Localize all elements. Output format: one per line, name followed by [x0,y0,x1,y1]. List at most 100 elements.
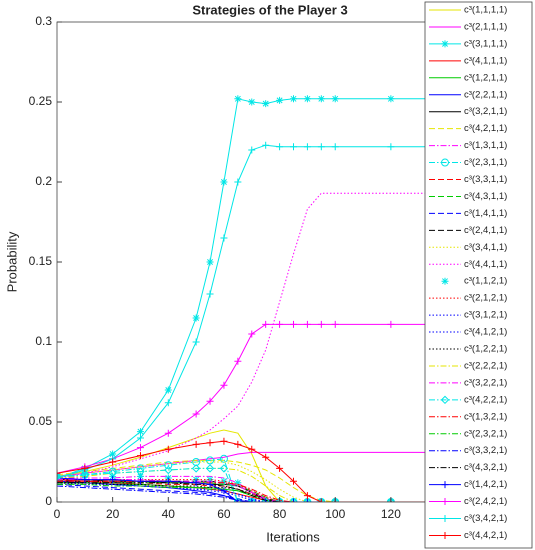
series-line [57,479,530,502]
marker [164,399,172,407]
marker [57,469,61,477]
marker [220,437,228,445]
marker [206,258,214,266]
marker [191,464,201,473]
marker [276,464,284,472]
legend-label: c³(2,1,2,1) [464,293,507,304]
marker [262,141,270,149]
marker [386,497,396,502]
legend-label: c³(4,3,1,1) [464,191,507,202]
marker [164,465,173,475]
legend-label: c³(1,2,2,1) [464,344,507,355]
legend-label: c³(3,4,1,1) [464,242,507,253]
legend-label: c³(2,3,2,1) [464,428,507,439]
series-line [57,461,530,502]
legend-label: c³(4,2,1,1) [464,123,507,134]
marker [317,143,325,151]
marker [290,143,297,151]
y-tick-label: 0.1 [35,334,52,348]
x-tick-label: 40 [162,507,176,521]
marker [276,320,284,328]
marker [234,479,242,487]
legend-label: c³(1,3,2,1) [464,411,507,422]
marker [248,445,256,453]
marker [317,95,325,103]
marker [441,277,449,285]
marker [290,477,297,485]
marker [109,476,117,484]
marker [262,498,270,502]
marker [303,497,312,502]
series-line [57,467,530,502]
marker [234,498,242,502]
legend-label: c³(3,1,2,1) [464,310,507,321]
marker [164,445,172,453]
marker [441,481,449,489]
marker [247,497,256,502]
marker [331,143,339,151]
marker [234,440,242,448]
legend-label: c³(2,4,2,1) [464,496,507,507]
series-line [57,485,530,502]
marker [164,461,173,470]
marker [136,452,144,460]
y-tick-label: 0.25 [29,94,53,108]
marker [234,178,242,186]
marker [136,472,144,480]
marker [220,477,228,485]
marker [289,497,298,502]
marker [276,143,284,151]
x-tick-label: 120 [381,507,401,521]
marker [303,492,311,500]
x-tick-label: 60 [217,507,231,521]
marker [441,40,449,48]
marker [275,497,284,502]
marker [192,314,200,322]
x-tick-label: 80 [273,507,287,521]
marker [233,497,243,502]
legend-label: c³(1,3,1,1) [464,140,507,151]
marker [192,410,200,418]
marker [57,474,61,482]
marker [136,434,144,442]
marker [290,320,297,328]
y-tick-label: 0.15 [29,254,53,268]
marker [248,330,256,338]
marker [136,428,144,436]
marker [206,397,214,405]
x-axis-label: Iterations [266,529,320,544]
marker [164,477,172,485]
marker [109,450,117,458]
marker [262,320,270,328]
marker [164,429,172,437]
legend-label: c³(2,2,1,1) [464,89,507,100]
marker [303,320,311,328]
marker [192,440,200,448]
chart-title: Strategies of the Player 3 [192,2,347,17]
legend-box [424,1,533,549]
marker [206,290,214,298]
marker [136,467,145,476]
marker [206,476,214,484]
y-tick-label: 0.3 [35,14,52,28]
marker [331,320,339,328]
marker [317,498,325,502]
legend-label: c³(3,4,2,1) [464,513,507,524]
legend-label: c³(1,1,1,1) [464,5,507,16]
legend-label: c³(4,2,2,1) [464,394,507,405]
plot [57,95,530,502]
marker [57,472,62,481]
legend-label: c³(3,2,1,1) [464,106,507,117]
x-tick-label: 100 [325,507,345,521]
marker [248,498,256,502]
marker [331,95,339,103]
marker [262,100,270,108]
y-axis-label: Probability [4,231,19,292]
marker [441,158,449,167]
legend-label: c³(4,3,2,1) [464,462,507,473]
marker [220,234,228,242]
legend-label: c³(3,3,1,1) [464,174,507,185]
marker [387,143,395,151]
marker [248,98,256,106]
